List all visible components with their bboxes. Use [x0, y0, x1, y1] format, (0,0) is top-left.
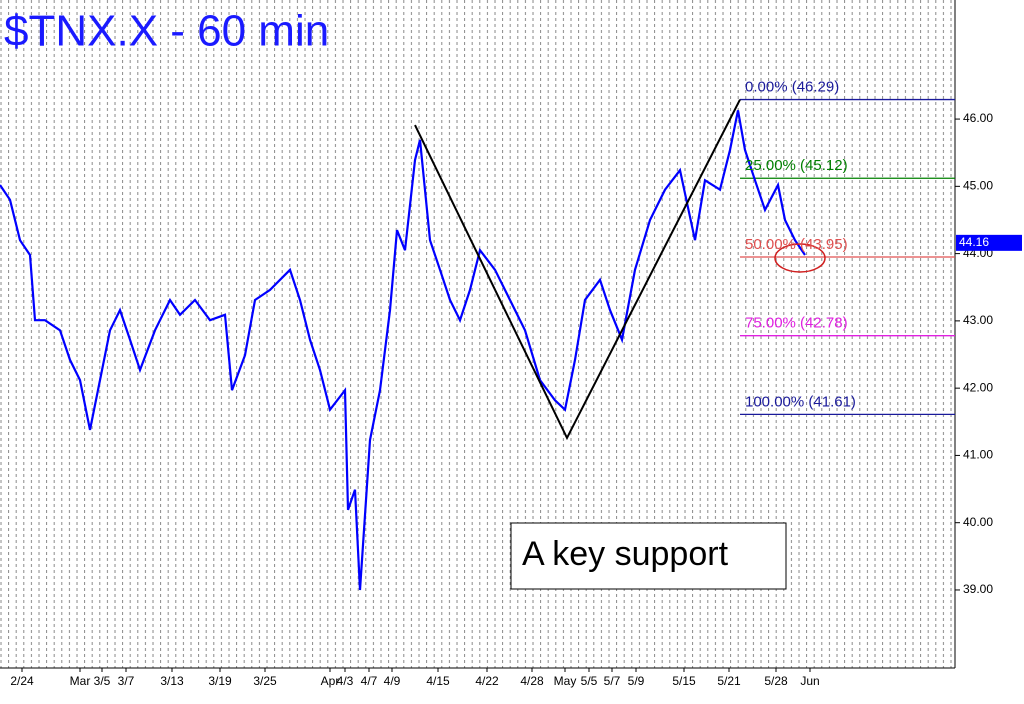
y-tick-label: 41.00 [963, 448, 993, 462]
fib-level-label: 50.00% (43.95) [745, 236, 848, 253]
y-tick-label: 40.00 [963, 515, 993, 529]
fib-level-label: 0.00% (46.29) [745, 79, 839, 96]
x-tick-label: 3/25 [253, 674, 277, 688]
x-tick-label: Apr [321, 674, 340, 688]
zigzag-line [414, 99, 741, 441]
x-tick-label: Mar [70, 674, 91, 688]
x-tick-label: 5/21 [717, 674, 741, 688]
x-tick-label: 2/24 [10, 674, 34, 688]
y-tick-label: 43.00 [963, 313, 993, 327]
y-tick-label: 46.00 [963, 111, 993, 125]
x-tick-label: 3/19 [208, 674, 232, 688]
x-tick-label: 4/9 [384, 674, 401, 688]
annotation: A key support [522, 535, 729, 573]
x-tick-label: 5/15 [672, 674, 696, 688]
y-tick-label: 39.00 [963, 582, 993, 596]
x-tick-label: 5/9 [628, 674, 645, 688]
x-tick-label: 4/15 [426, 674, 450, 688]
x-tick-label: Jun [800, 674, 819, 688]
price-line [0, 110, 806, 591]
x-tick-label: 3/13 [160, 674, 184, 688]
x-tick-label: 5/5 [581, 674, 598, 688]
x-tick-label: 3/7 [118, 674, 135, 688]
chart-title: $TNX.X - 60 min [4, 7, 329, 56]
x-tick-label: 4/7 [361, 674, 378, 688]
highlight-ellipse [774, 243, 826, 273]
x-tick-label: 4/28 [520, 674, 544, 688]
y-tick-label: 42.00 [963, 380, 993, 394]
annotation-box [510, 522, 787, 590]
fib-level-label: 100.00% (41.61) [745, 393, 856, 410]
vertical-grid [0, 0, 955, 668]
x-tick-label: 4/22 [475, 674, 499, 688]
fib-level-label: 75.00% (42.78) [745, 315, 848, 332]
x-tick-label: 5/7 [604, 674, 621, 688]
fib-level-label: 25.00% (45.12) [745, 157, 848, 174]
last-price-label: 44.16 [959, 235, 989, 249]
x-tick-label: May [554, 674, 577, 688]
x-tick-label: 4/3 [337, 674, 354, 688]
x-tick-label: 3/5 [94, 674, 111, 688]
last-price-box [956, 234, 1022, 251]
x-tick-label: 5/28 [764, 674, 788, 688]
y-tick-label: 45.00 [963, 179, 993, 193]
